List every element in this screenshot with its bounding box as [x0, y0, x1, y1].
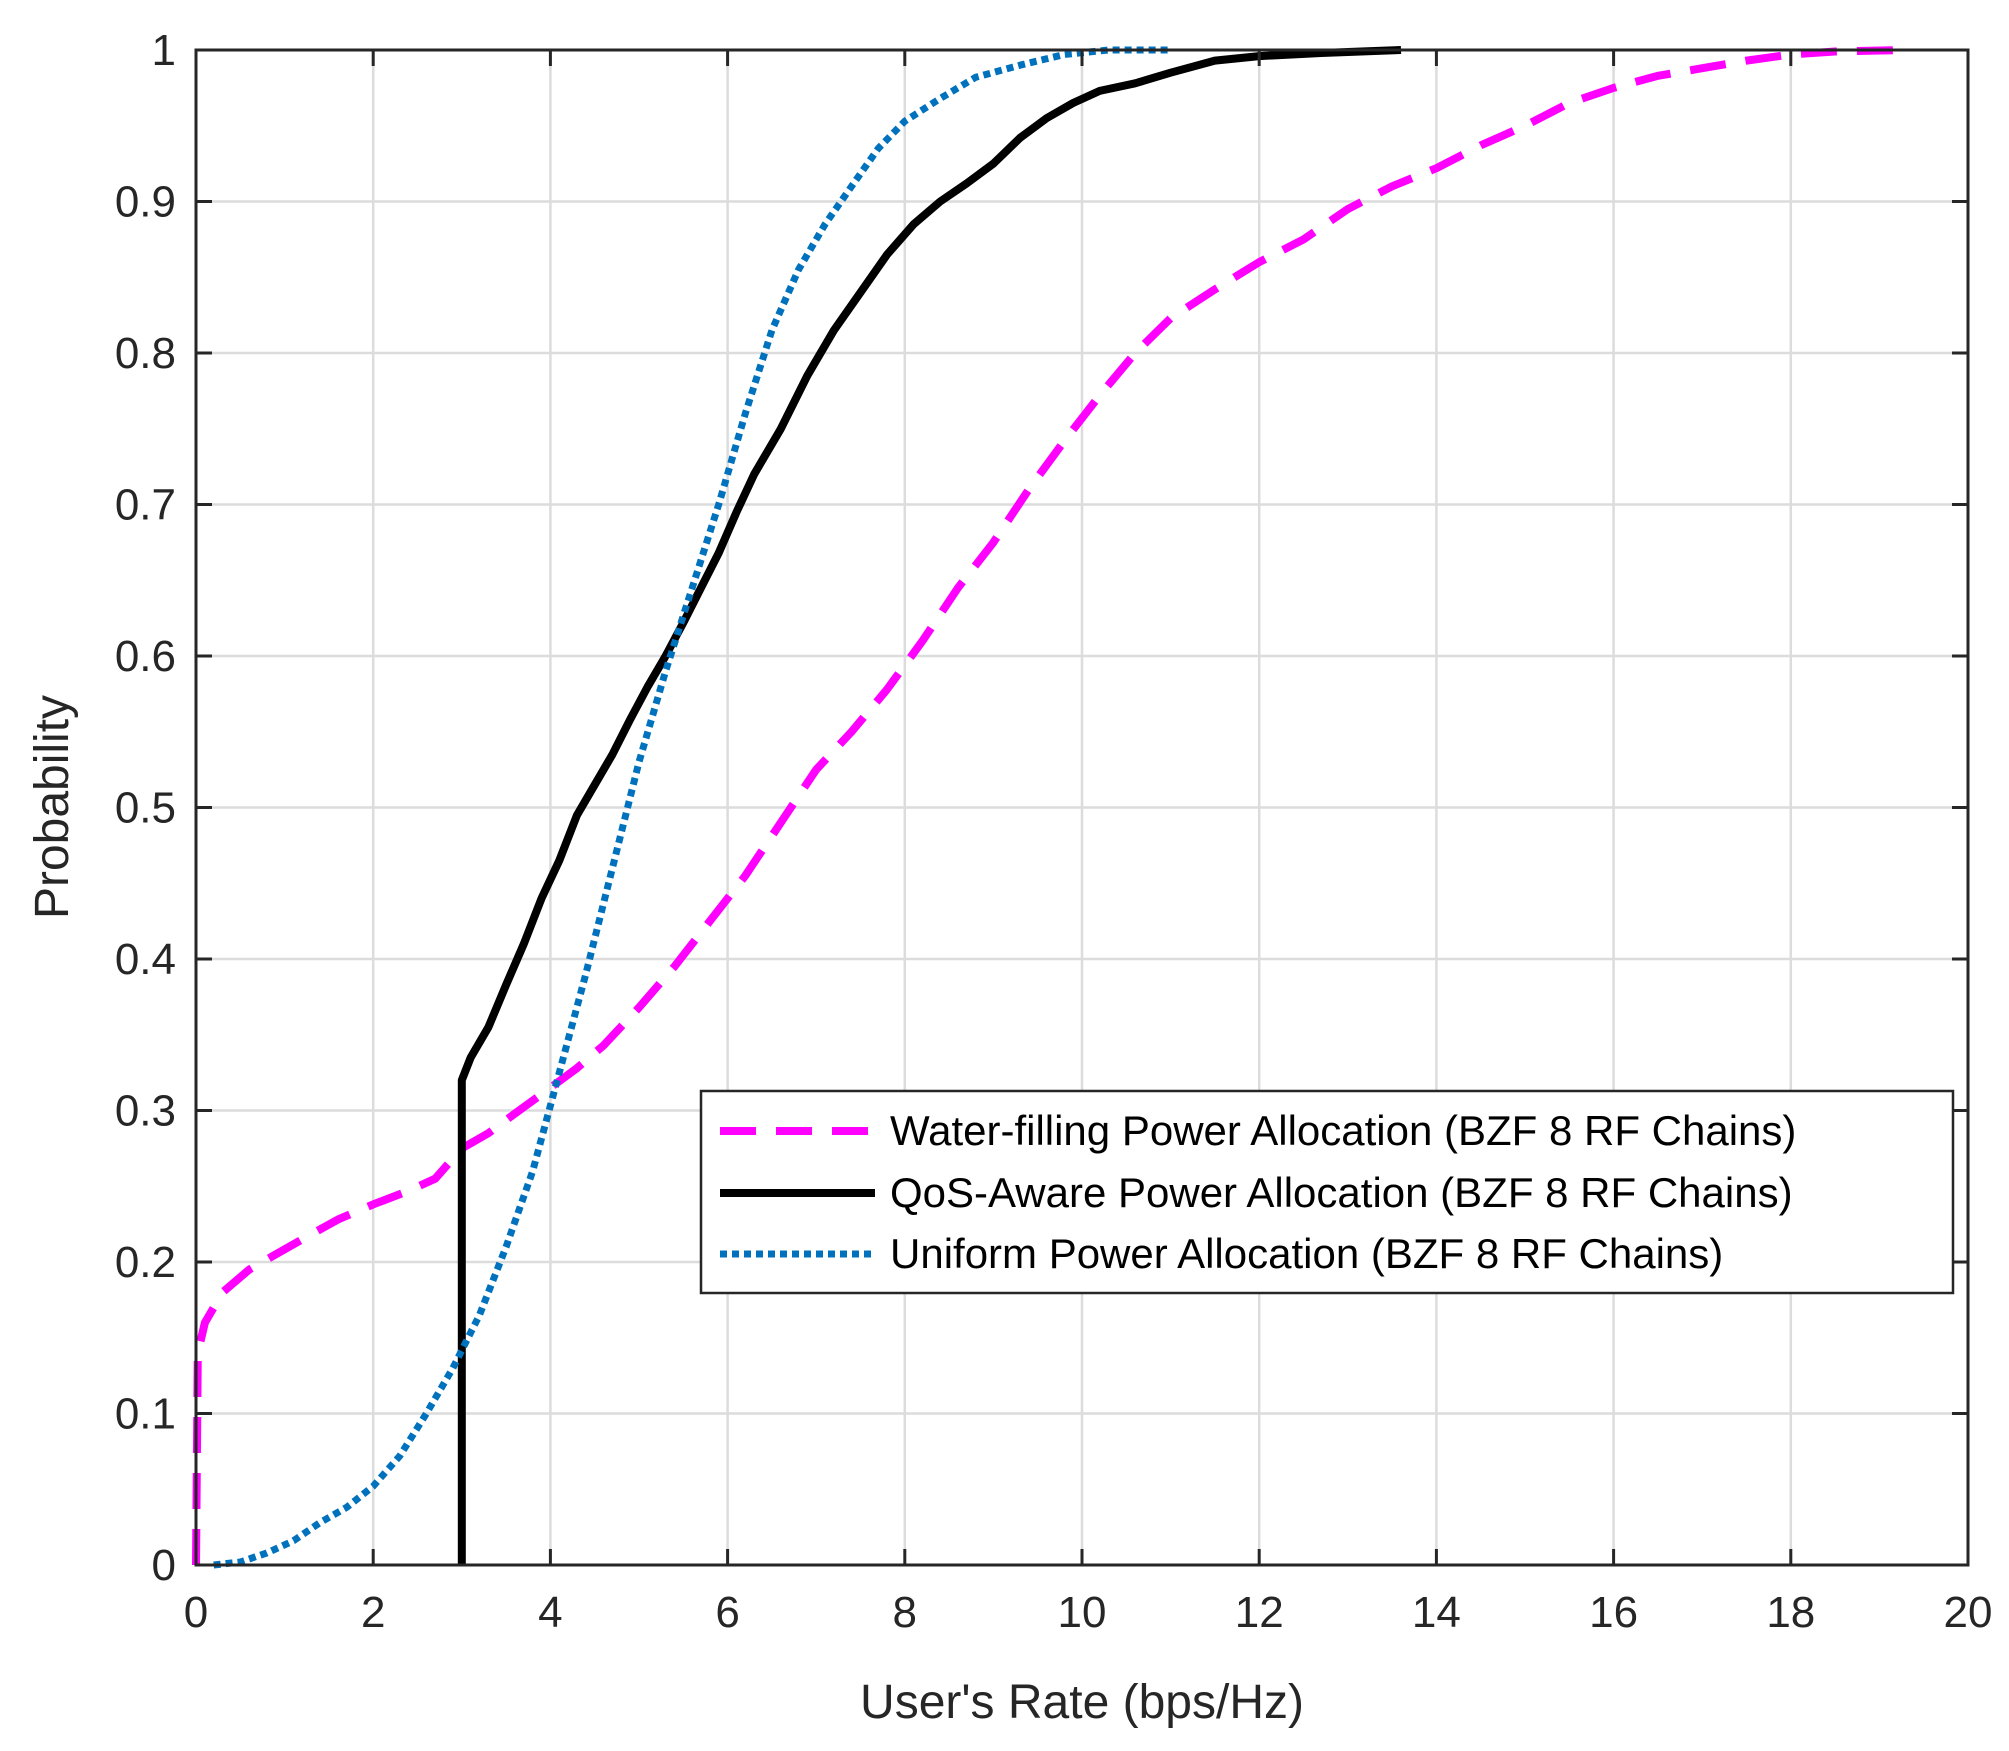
y-tick-label: 0.2	[115, 1238, 176, 1287]
legend-label-uniform: Uniform Power Allocation (BZF 8 RF Chain…	[890, 1230, 1723, 1277]
x-tick-label: 8	[893, 1588, 917, 1637]
x-axis-title: User's Rate (bps/Hz)	[860, 1676, 1304, 1729]
data-series	[192, 46, 1907, 1569]
y-tick-label: 0.4	[115, 935, 176, 984]
x-tick-label: 12	[1235, 1588, 1284, 1637]
x-tick-label: 10	[1058, 1588, 1107, 1637]
y-tick-label: 0.8	[115, 329, 176, 378]
legend-label-water-filling: Water-filling Power Allocation (BZF 8 RF…	[890, 1107, 1796, 1154]
y-tick-label: 0.1	[115, 1390, 176, 1439]
legend-label-qos-aware: QoS-Aware Power Allocation (BZF 8 RF Cha…	[890, 1169, 1793, 1216]
x-tick-label: 14	[1412, 1588, 1461, 1637]
x-tick-label: 0	[184, 1588, 208, 1637]
y-tick-label: 0.9	[115, 178, 176, 227]
y-tick-label: 0.5	[115, 784, 176, 833]
y-tick-labels: 0 0.1 0.2 0.3 0.4 0.5 0.6 0.7 0.8 0.9 1	[115, 26, 176, 1590]
series-line-water-filling	[192, 46, 1907, 1566]
y-tick-label: 1	[152, 26, 176, 75]
x-tick-label: 4	[538, 1588, 562, 1637]
axis-ticks	[194, 48, 1970, 1567]
x-tick-label: 16	[1589, 1588, 1638, 1637]
x-tick-label: 2	[361, 1588, 385, 1637]
y-tick-label: 0.7	[115, 481, 176, 530]
y-tick-label: 0.3	[115, 1087, 176, 1136]
x-tick-label: 18	[1766, 1588, 1815, 1637]
series-line-qos-aware	[457, 46, 1402, 1565]
legend: Water-filling Power Allocation (BZF 8 RF…	[699, 1089, 1955, 1295]
y-tick-label: 0.6	[115, 632, 176, 681]
legend-box	[699, 1089, 1955, 1295]
y-axis-title: Probability	[26, 695, 79, 919]
x-tick-label: 6	[715, 1588, 739, 1637]
series-line-uniform	[213, 46, 1171, 1569]
x-tick-labels: 0 2 4 6 8 10 12 14 16 18 20	[184, 1588, 1993, 1637]
x-tick-label: 20	[1944, 1588, 1993, 1637]
y-tick-label: 0	[152, 1541, 176, 1590]
